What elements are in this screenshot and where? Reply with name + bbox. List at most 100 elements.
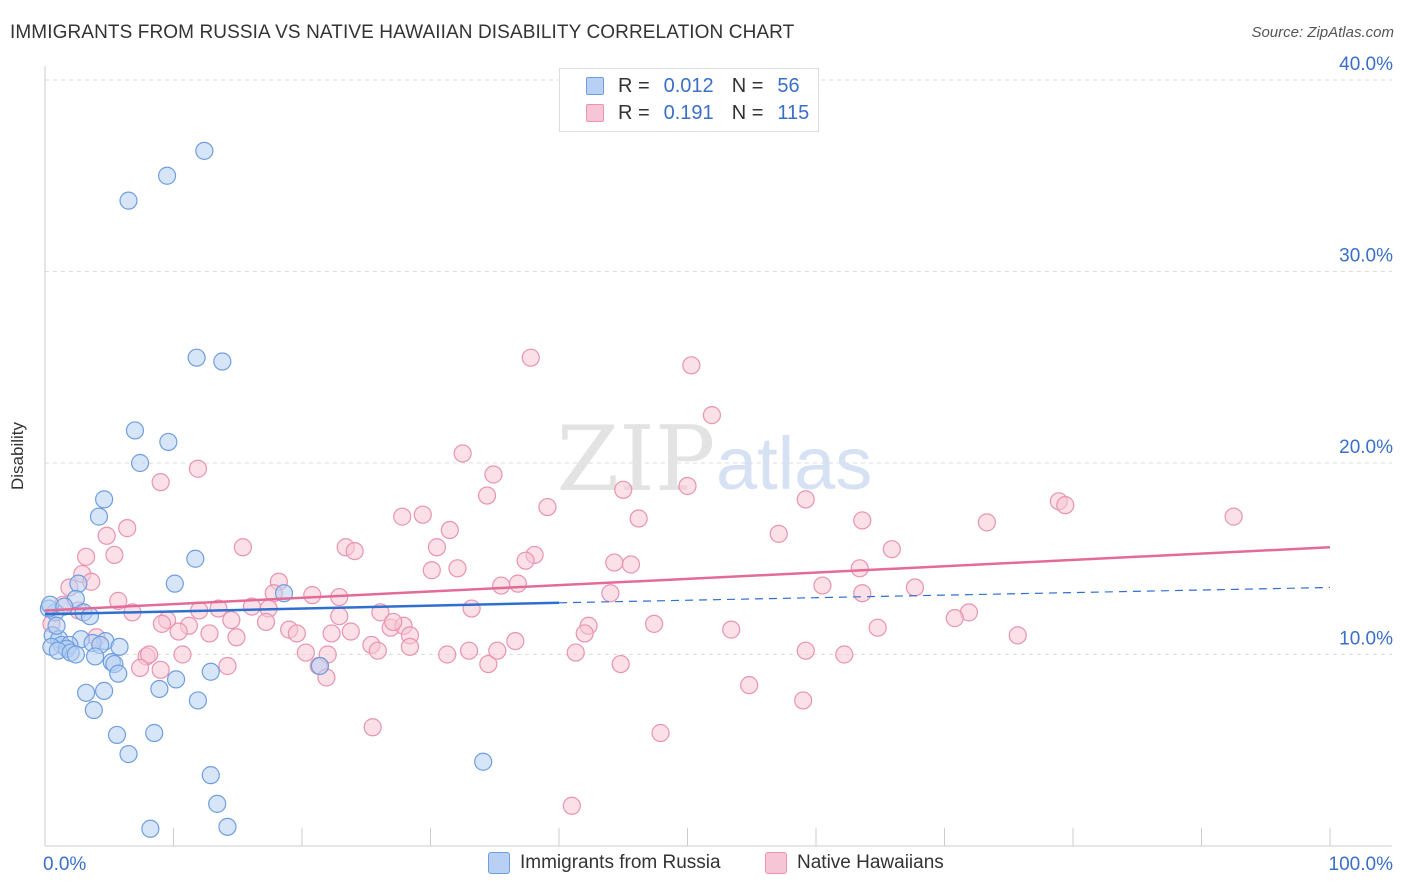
hawaiian-point: [477, 486, 497, 505]
legend-label-russia: Immigrants from Russia: [520, 852, 721, 873]
hawaiian-point: [678, 476, 697, 496]
hawaiian-point: [363, 718, 382, 737]
hawaiian-point: [769, 524, 788, 543]
hawaiian-point: [853, 584, 872, 603]
hawaiian-point: [516, 551, 535, 570]
hawaiian-point: [459, 641, 479, 660]
hawaiian-point: [796, 641, 815, 660]
russia-point: [125, 421, 145, 440]
russia-point: [95, 681, 114, 700]
hawaiian-point: [227, 628, 246, 647]
hawaiian-point: [722, 620, 741, 639]
russia-point: [130, 453, 150, 473]
hawaiian-point: [702, 406, 722, 425]
hawaiian-point: [605, 553, 624, 572]
hawaiian-point: [322, 624, 341, 643]
russia-point: [188, 691, 208, 710]
russia-point: [77, 683, 96, 702]
hawaiian-point: [296, 643, 315, 662]
native-hawaiians-points: [42, 348, 1243, 815]
legend-swatch-pink: [586, 104, 604, 122]
hawaiian-point: [479, 654, 498, 674]
hawaiian-point: [462, 599, 481, 618]
hawaiian-point: [575, 624, 594, 643]
hawaiian-point: [427, 538, 447, 557]
hawaiian-point: [882, 540, 901, 559]
hawaiian-point: [139, 645, 159, 664]
russia-trend-extension: [558, 586, 1331, 604]
hawaiian-point: [601, 584, 620, 603]
russia-trend-line: [44, 601, 560, 616]
russia-points: [39, 141, 493, 838]
hawaiian-point: [813, 576, 832, 595]
hawaiian-point: [200, 624, 219, 643]
russia-point: [109, 664, 128, 683]
x-tick-label-min: 0.0%: [43, 854, 86, 875]
hawaiian-point: [422, 561, 441, 580]
hawaiian-point: [562, 796, 581, 815]
russia-point: [187, 348, 206, 367]
russia-point: [84, 700, 103, 720]
hawaiian-point: [853, 511, 872, 530]
tick-labels: 10.0% 20.0% 30.0% 40.0% 0.0% 100.0%: [43, 54, 1393, 875]
russia-point: [69, 574, 88, 593]
russia-point: [186, 549, 205, 568]
hawaiian-point: [682, 356, 701, 375]
hawaiian-point: [413, 505, 432, 524]
hawaiian-point: [130, 658, 150, 678]
hawaiian-point: [621, 555, 641, 574]
russia-point: [150, 679, 169, 699]
hawaiian-point: [287, 624, 306, 643]
hawaiian-point: [440, 520, 459, 540]
hawaiian-point: [384, 612, 403, 632]
hawaiian-point: [651, 723, 670, 743]
hawaiian-point: [1008, 626, 1027, 645]
hawaiian-point: [118, 519, 137, 538]
russia-point: [145, 723, 164, 743]
hawaiian-point: [796, 490, 815, 509]
hawaiian-point: [233, 538, 252, 557]
hawaiian-point: [488, 641, 507, 660]
legend-r-value: 0.012: [663, 74, 714, 97]
russia-point: [95, 490, 114, 509]
legend-item-russia[interactable]: Immigrants from Russia: [488, 852, 721, 874]
russia-point: [86, 647, 105, 666]
russia-point: [157, 166, 177, 185]
legend-n-value: 56: [777, 74, 800, 97]
legend-item-hawaiians[interactable]: Native Hawaiians: [765, 852, 944, 874]
russia-point: [310, 656, 330, 676]
hawaiian-point: [644, 614, 664, 633]
hawaiian-point: [151, 473, 170, 492]
russia-point: [80, 607, 100, 626]
y-tick-label: 20.0%: [1339, 437, 1393, 458]
legend-n-label: N =: [731, 74, 764, 97]
hawaiian-point: [1056, 496, 1075, 515]
hawaiian-point: [105, 545, 124, 565]
hawaiian-point: [169, 622, 188, 641]
hawaiian-point: [566, 643, 585, 662]
russia-point: [201, 662, 220, 681]
hawaiian-point: [492, 576, 511, 595]
x-tick-label-max: 100.0%: [1329, 854, 1394, 875]
hawaiian-point: [303, 586, 322, 605]
russia-point: [107, 725, 127, 745]
hawaiian-point: [453, 444, 472, 463]
russia-point: [119, 191, 138, 210]
watermark-atlas: atlas: [716, 422, 872, 505]
hawaiian-point: [152, 614, 172, 633]
hawaiian-point: [1224, 507, 1243, 526]
hawaiian-point: [448, 559, 467, 578]
y-tick-label: 10.0%: [1339, 629, 1393, 650]
russia-point: [119, 744, 138, 764]
hawaiian-point: [77, 547, 96, 566]
legend-r-label: R =: [618, 101, 650, 124]
legend-swatch-russia: [488, 852, 510, 874]
hawaiian-point: [484, 465, 503, 484]
russia-point: [166, 670, 186, 689]
hawaiian-point: [345, 541, 364, 561]
grid: [45, 79, 1392, 655]
russia-point: [474, 752, 493, 771]
hawaiian-point: [506, 631, 525, 651]
hawaiian-point: [868, 618, 887, 637]
